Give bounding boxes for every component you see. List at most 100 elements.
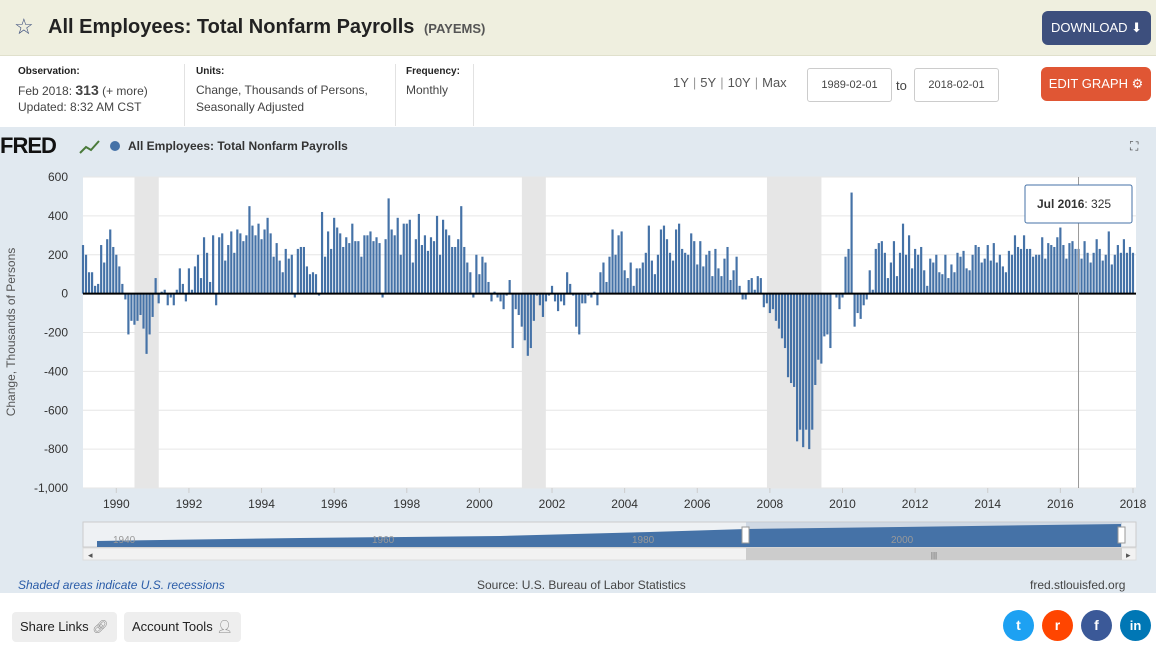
bar[interactable] bbox=[230, 231, 233, 294]
bar[interactable] bbox=[1016, 246, 1020, 294]
bar[interactable] bbox=[145, 293, 148, 354]
bar[interactable] bbox=[94, 285, 97, 294]
bar[interactable] bbox=[705, 254, 708, 294]
bar[interactable] bbox=[109, 229, 112, 294]
bar[interactable] bbox=[880, 241, 883, 294]
bar[interactable] bbox=[977, 246, 980, 294]
bar[interactable] bbox=[1122, 239, 1125, 294]
bar[interactable] bbox=[139, 293, 142, 316]
range-max[interactable]: Max bbox=[762, 75, 787, 90]
bar[interactable] bbox=[251, 225, 254, 294]
bar[interactable] bbox=[442, 219, 445, 294]
bar[interactable] bbox=[674, 229, 678, 294]
bar[interactable] bbox=[1010, 254, 1014, 294]
bar[interactable] bbox=[1056, 237, 1059, 294]
bar[interactable] bbox=[917, 254, 920, 294]
bar[interactable] bbox=[97, 283, 100, 294]
bar[interactable] bbox=[1116, 245, 1119, 294]
bar[interactable] bbox=[753, 289, 756, 294]
navigator-handle-left[interactable] bbox=[741, 526, 750, 544]
bar[interactable] bbox=[178, 268, 181, 294]
bar[interactable] bbox=[786, 293, 790, 378]
bar[interactable] bbox=[84, 254, 88, 294]
bar[interactable] bbox=[121, 283, 124, 294]
bar[interactable] bbox=[732, 270, 735, 294]
bar[interactable] bbox=[1007, 250, 1011, 294]
bar[interactable] bbox=[172, 293, 175, 306]
bar[interactable] bbox=[320, 211, 324, 294]
bar[interactable] bbox=[1119, 252, 1122, 294]
bar[interactable] bbox=[466, 262, 469, 294]
bar[interactable] bbox=[520, 293, 523, 327]
bar[interactable] bbox=[133, 293, 136, 325]
bar[interactable] bbox=[599, 272, 602, 294]
bar[interactable] bbox=[932, 262, 935, 294]
bar[interactable] bbox=[892, 241, 896, 294]
end-date-input[interactable]: 2018-02-01 bbox=[914, 68, 999, 102]
bar[interactable] bbox=[103, 262, 106, 294]
navigator-handle-right[interactable] bbox=[1117, 526, 1126, 544]
bar[interactable] bbox=[650, 260, 653, 294]
bar[interactable] bbox=[124, 293, 127, 300]
facebook-icon[interactable]: f bbox=[1081, 610, 1112, 641]
bar[interactable] bbox=[747, 280, 750, 294]
bar[interactable] bbox=[196, 254, 200, 294]
bar[interactable] bbox=[205, 252, 209, 294]
bar[interactable] bbox=[508, 280, 511, 294]
scroll-right-icon[interactable]: ▸ bbox=[1126, 550, 1131, 560]
bar[interactable] bbox=[671, 260, 675, 294]
bar[interactable] bbox=[224, 260, 227, 294]
bar[interactable] bbox=[345, 237, 348, 294]
bar[interactable] bbox=[106, 239, 109, 294]
bar[interactable] bbox=[1074, 248, 1077, 294]
bar[interactable] bbox=[136, 293, 139, 321]
bar[interactable] bbox=[817, 293, 820, 360]
bar[interactable] bbox=[714, 248, 717, 294]
observation-more-link[interactable]: (+ more) bbox=[102, 84, 148, 98]
bar[interactable] bbox=[971, 254, 974, 294]
bar[interactable] bbox=[696, 264, 699, 294]
bar[interactable] bbox=[647, 225, 650, 294]
fullscreen-icon[interactable]: ⛶ bbox=[1130, 139, 1139, 153]
bar[interactable] bbox=[254, 235, 257, 294]
bar[interactable] bbox=[233, 252, 236, 294]
bar[interactable] bbox=[1062, 245, 1065, 294]
bar[interactable] bbox=[668, 252, 672, 294]
bar[interactable] bbox=[608, 256, 611, 294]
bar[interactable] bbox=[544, 293, 548, 302]
bar[interactable] bbox=[408, 219, 411, 294]
bar[interactable] bbox=[384, 239, 387, 294]
bar[interactable] bbox=[904, 254, 908, 294]
bar[interactable] bbox=[1068, 243, 1071, 294]
bar[interactable] bbox=[596, 293, 599, 306]
bar[interactable] bbox=[323, 256, 327, 294]
bar[interactable] bbox=[91, 272, 94, 294]
bar[interactable] bbox=[726, 246, 729, 294]
bar[interactable] bbox=[953, 272, 956, 294]
bar[interactable] bbox=[478, 274, 481, 294]
account-tools-button[interactable]: Account Tools 👤︎ bbox=[124, 612, 241, 642]
bar[interactable] bbox=[1104, 254, 1107, 294]
bar[interactable] bbox=[339, 233, 342, 294]
bar[interactable] bbox=[871, 289, 874, 294]
bar[interactable] bbox=[475, 254, 478, 294]
bar[interactable] bbox=[272, 256, 275, 294]
bar[interactable] bbox=[1053, 246, 1056, 294]
bar[interactable] bbox=[202, 237, 206, 294]
bar[interactable] bbox=[405, 223, 408, 294]
bar[interactable] bbox=[142, 293, 145, 329]
bar[interactable] bbox=[363, 235, 366, 294]
bar[interactable] bbox=[959, 256, 962, 294]
bar[interactable] bbox=[269, 233, 272, 294]
bar[interactable] bbox=[112, 246, 115, 294]
bar[interactable] bbox=[502, 293, 505, 310]
bar[interactable] bbox=[432, 241, 436, 294]
bar[interactable] bbox=[590, 293, 593, 298]
bar[interactable] bbox=[1038, 254, 1041, 294]
bar[interactable] bbox=[629, 262, 632, 294]
bar[interactable] bbox=[1083, 241, 1086, 294]
bar[interactable] bbox=[898, 252, 902, 294]
bar[interactable] bbox=[115, 254, 118, 294]
bar[interactable] bbox=[336, 227, 339, 294]
bar[interactable] bbox=[1025, 248, 1029, 294]
